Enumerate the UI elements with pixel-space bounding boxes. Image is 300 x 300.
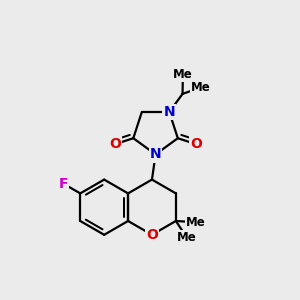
Text: O: O bbox=[109, 137, 121, 151]
Text: Me: Me bbox=[185, 216, 205, 229]
Text: N: N bbox=[150, 147, 161, 161]
Text: Me: Me bbox=[191, 81, 211, 94]
Text: Me: Me bbox=[173, 68, 193, 81]
Text: Me: Me bbox=[177, 231, 196, 244]
Text: N: N bbox=[164, 105, 175, 119]
Text: F: F bbox=[58, 177, 68, 190]
Text: O: O bbox=[190, 137, 202, 151]
Text: O: O bbox=[146, 228, 158, 242]
